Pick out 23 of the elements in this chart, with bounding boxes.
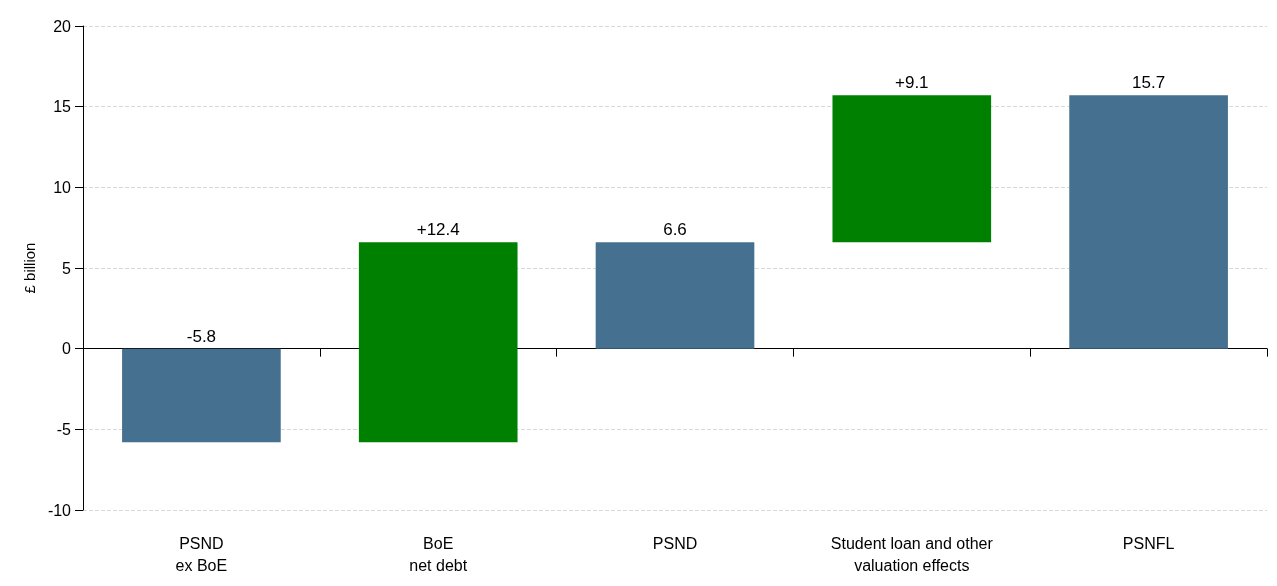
y-tick-label: -5: [56, 420, 72, 438]
x-tick-label: PSND ex BoE: [175, 534, 228, 574]
y-axis-title: £ billion: [20, 242, 38, 294]
data-label: 15.7: [1132, 73, 1166, 93]
bar: [595, 242, 755, 349]
bar: [832, 95, 992, 243]
bar: [122, 348, 281, 443]
y-tick-label: -10: [47, 501, 72, 519]
data-label: 6.6: [663, 220, 687, 240]
y-tick-label: 0: [62, 340, 72, 358]
bar: [358, 242, 518, 443]
x-tick-label: Student loan and other valuation effects: [830, 534, 994, 574]
y-tick-label: 5: [62, 259, 72, 277]
x-tick-label: PSNFL: [1122, 534, 1175, 552]
x-tick-label: BoE net debt: [409, 534, 468, 574]
data-label: -5.8: [186, 326, 217, 346]
data-label: +9.1: [895, 73, 929, 93]
y-tick-label: 15: [53, 98, 72, 116]
y-tick-label: 20: [53, 17, 72, 35]
x-tick-label: PSND: [652, 534, 698, 552]
bar: [1069, 95, 1228, 349]
y-tick-label: 10: [53, 178, 72, 196]
data-label: +12.4: [416, 220, 460, 240]
